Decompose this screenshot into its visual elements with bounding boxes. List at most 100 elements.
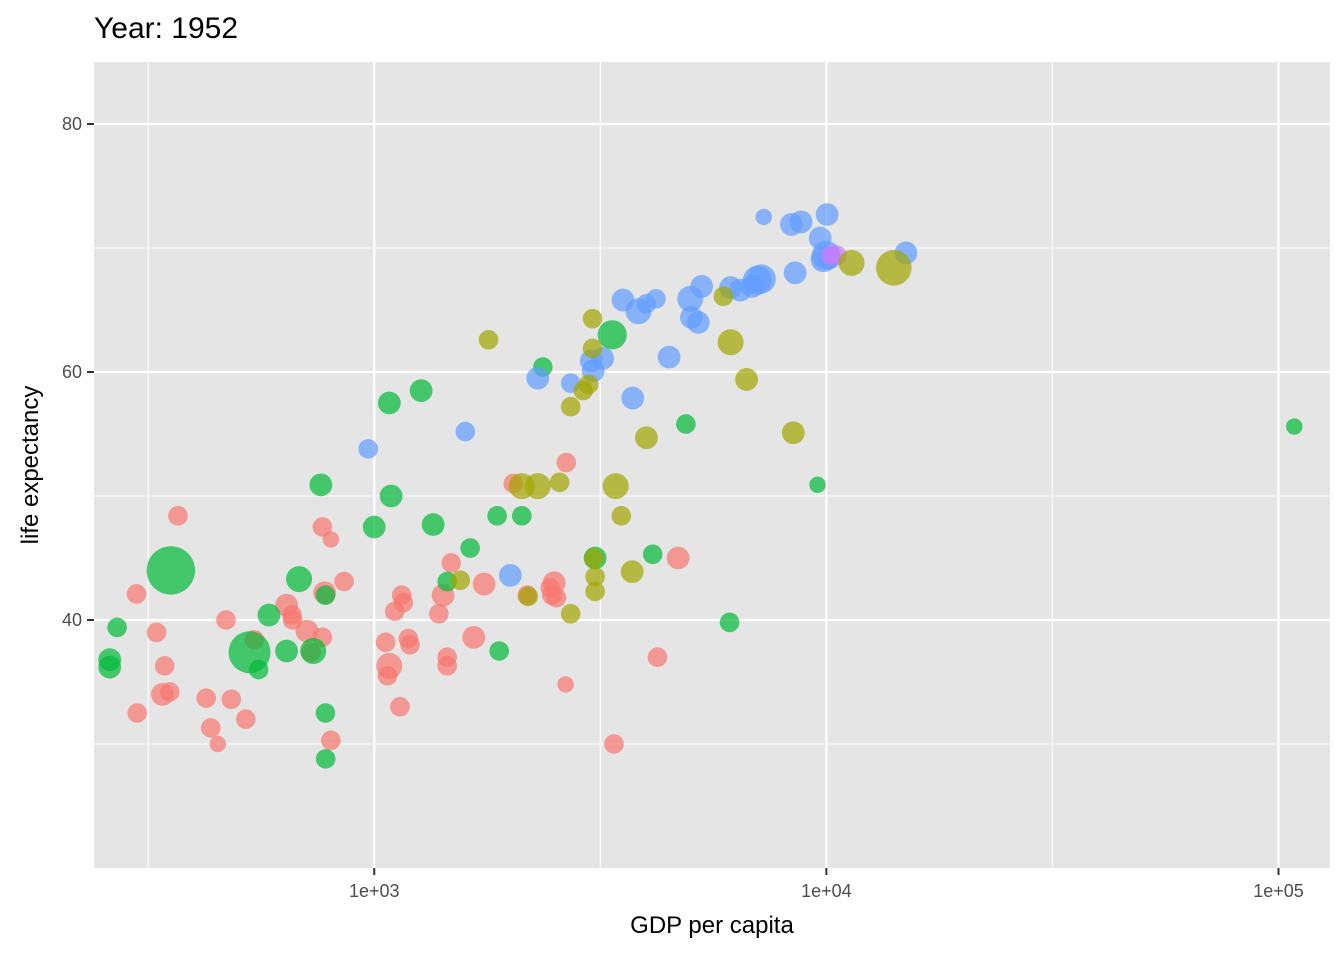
major-gridlines xyxy=(94,62,1330,868)
data-point xyxy=(107,617,127,638)
data-point xyxy=(379,484,403,508)
minor-gridlines xyxy=(94,62,1330,868)
data-point xyxy=(642,544,663,565)
data-point xyxy=(196,688,217,708)
data-point xyxy=(376,652,403,679)
x-tick-label: 1e+05 xyxy=(1253,881,1304,901)
data-point xyxy=(321,730,341,751)
data-point xyxy=(582,308,603,329)
data-point xyxy=(876,250,912,286)
data-point xyxy=(498,563,522,587)
data-point xyxy=(556,452,577,473)
data-point xyxy=(557,676,574,693)
data-point xyxy=(597,320,627,350)
data-point xyxy=(578,374,599,395)
data-point xyxy=(216,610,236,630)
data-point xyxy=(421,513,445,536)
data-point xyxy=(621,386,645,410)
data-point xyxy=(393,592,414,613)
data-point xyxy=(390,697,410,717)
y-tick-label: 40 xyxy=(62,610,82,630)
data-point xyxy=(334,571,354,592)
data-point xyxy=(783,261,807,285)
data-point xyxy=(429,604,449,624)
data-points xyxy=(98,203,1303,769)
data-point xyxy=(690,275,714,298)
x-tick-label: 1e+04 xyxy=(801,881,852,901)
data-point xyxy=(450,570,471,591)
data-point xyxy=(472,572,496,596)
y-axis-title: life expectancy xyxy=(17,386,44,545)
data-point xyxy=(582,338,603,359)
data-point xyxy=(1286,418,1303,435)
data-point xyxy=(248,659,269,680)
data-point xyxy=(127,703,147,723)
data-point xyxy=(312,517,333,537)
data-point xyxy=(315,585,336,605)
data-point xyxy=(322,531,340,548)
data-point xyxy=(602,473,629,500)
data-point xyxy=(666,546,690,570)
data-point xyxy=(478,329,499,350)
data-point xyxy=(98,655,122,679)
data-point xyxy=(518,586,538,607)
data-point xyxy=(168,506,188,526)
data-point xyxy=(781,421,805,445)
x-tick-label: 1e+03 xyxy=(349,881,400,901)
data-point xyxy=(560,604,581,624)
data-point xyxy=(441,553,462,573)
data-point xyxy=(789,210,813,234)
data-point xyxy=(524,473,551,500)
y-tick-label: 80 xyxy=(62,114,82,134)
data-point xyxy=(377,391,401,415)
data-point xyxy=(686,311,710,334)
x-axis-title: GDP per capita xyxy=(630,912,794,939)
data-point xyxy=(275,639,298,663)
data-point xyxy=(585,566,605,587)
data-point xyxy=(455,421,476,442)
data-point xyxy=(604,734,624,754)
data-point xyxy=(746,264,776,294)
data-point xyxy=(657,345,681,369)
data-point xyxy=(462,625,486,649)
data-point xyxy=(611,506,632,526)
data-point xyxy=(300,638,327,664)
data-point xyxy=(755,208,772,226)
data-point xyxy=(719,612,740,633)
data-point xyxy=(154,656,175,676)
data-point xyxy=(620,560,644,584)
data-point xyxy=(437,656,457,676)
data-point xyxy=(315,703,336,723)
data-point xyxy=(309,473,333,497)
data-point xyxy=(489,641,510,661)
data-point xyxy=(146,622,167,643)
data-point xyxy=(150,683,174,706)
data-point xyxy=(400,635,420,655)
data-point xyxy=(809,476,826,494)
plot-panel xyxy=(94,62,1330,868)
data-point xyxy=(315,749,336,769)
data-point xyxy=(487,506,507,526)
data-point xyxy=(511,506,532,526)
axes: 1e+03 1e+04 1e+05 40 60 80 xyxy=(62,114,1304,901)
data-point xyxy=(676,414,696,434)
data-point xyxy=(713,286,734,307)
data-point xyxy=(735,368,758,391)
data-point xyxy=(146,546,196,595)
data-point xyxy=(585,581,605,602)
data-point xyxy=(646,289,666,309)
data-point xyxy=(815,203,839,226)
data-point xyxy=(838,249,865,276)
data-point xyxy=(409,379,433,402)
data-point xyxy=(560,396,581,417)
data-point xyxy=(820,245,841,266)
y-tick-label: 60 xyxy=(62,362,82,382)
data-point xyxy=(362,515,386,539)
data-point xyxy=(358,439,379,459)
data-point xyxy=(221,689,242,710)
data-point xyxy=(635,426,658,450)
data-point xyxy=(257,603,281,627)
data-point xyxy=(209,735,227,753)
data-point xyxy=(717,329,744,356)
